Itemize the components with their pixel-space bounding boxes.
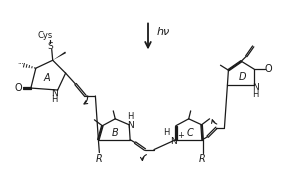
Text: C: C (186, 128, 193, 138)
Text: D: D (238, 72, 246, 82)
Text: H: H (252, 91, 258, 99)
Text: B: B (112, 128, 119, 138)
Text: hν: hν (157, 27, 170, 37)
Text: Cys: Cys (37, 31, 52, 40)
Text: N: N (51, 88, 58, 98)
Text: O: O (264, 64, 272, 74)
Text: N: N (127, 121, 134, 130)
Text: H: H (127, 112, 133, 121)
Text: O: O (14, 83, 22, 93)
Text: R: R (199, 153, 206, 163)
Text: ···: ··· (18, 61, 24, 67)
Text: A: A (43, 73, 50, 83)
Text: N: N (252, 83, 259, 91)
Text: +: + (177, 131, 184, 140)
Text: S: S (48, 42, 53, 51)
Text: H: H (51, 95, 58, 105)
Text: N: N (170, 137, 177, 146)
Polygon shape (53, 52, 66, 60)
Text: H: H (163, 128, 169, 137)
Text: R: R (96, 153, 103, 163)
